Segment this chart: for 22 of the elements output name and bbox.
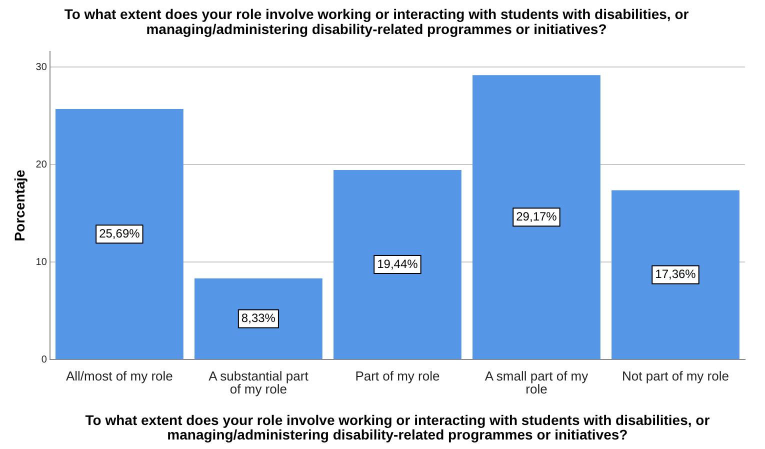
x-tick-label: Not part of my role	[622, 368, 729, 384]
bar	[334, 170, 462, 360]
bar	[194, 278, 322, 360]
x-tick-label: A substantial part of my role	[208, 368, 309, 397]
y-tick-label: 0	[41, 354, 48, 366]
data-label: 19,44%	[377, 256, 418, 271]
y-axis-title: Porcentaje	[11, 169, 28, 242]
bar	[472, 75, 600, 360]
bar	[612, 190, 740, 360]
data-label: 25,69%	[99, 226, 140, 240]
y-tick-label: 10	[36, 256, 48, 268]
chart-title: To what extent does your role involve working or interacting with students with disabilities, or managing/administering disability-related programmes or initiatives?	[64, 6, 690, 37]
x-tick-label: All/most of my role	[66, 368, 173, 384]
y-tick-label: 20	[36, 159, 48, 170]
x-axis-title: To what extent does your role involve working or interacting with students with disabilities, or managing/administering disability-related programmes or initiatives?	[85, 412, 710, 443]
x-tick-label: A small part of my role	[484, 368, 589, 397]
data-label: 17,36%	[655, 267, 696, 282]
data-label: 8,33%	[241, 311, 276, 326]
y-tick-label: 30	[36, 62, 48, 73]
x-tick-label: Part of my role	[355, 368, 440, 384]
bar	[55, 109, 184, 360]
data-label: 29,17%	[516, 209, 558, 224]
